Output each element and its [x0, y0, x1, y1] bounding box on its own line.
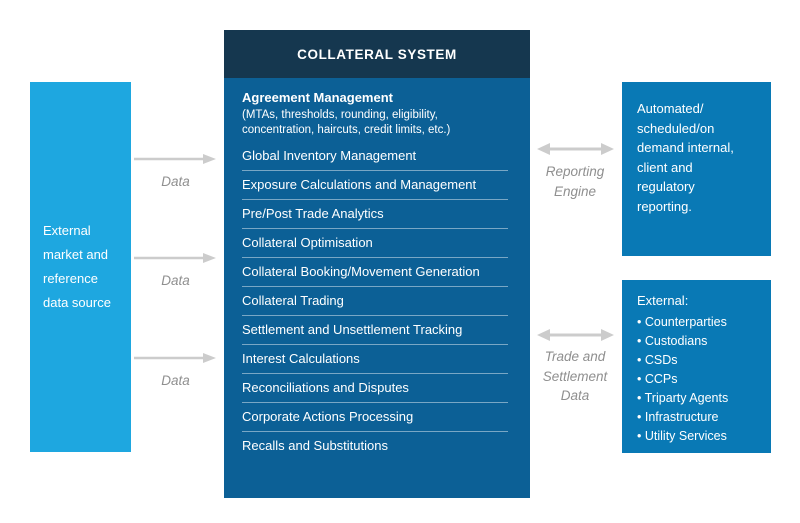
module-recalls-substitutions: Recalls and Substitutions: [242, 438, 388, 453]
external-parties-list: Counterparties Custodians CSDs CCPs Trip…: [637, 313, 765, 446]
data-arrow-1-icon: [134, 154, 216, 164]
data-arrow-2-icon: [134, 253, 216, 263]
module-collateral-optimisation: Collateral Optimisation: [242, 229, 508, 258]
agreement-management-title: Agreement Management: [242, 90, 393, 105]
module-reconciliations-disputes: Reconciliations and Disputes: [242, 374, 508, 403]
module-collateral-booking: Collateral Booking/Movement Generation: [242, 258, 508, 287]
data-flow-label-1: Data: [161, 174, 190, 189]
external-parties-title: External:: [637, 293, 689, 308]
collateral-system-title: COLLATERAL SYSTEM: [224, 30, 530, 78]
external-parties-box: External: Counterparties Custodians CSDs…: [622, 280, 771, 453]
external-party-custodians: Custodians: [637, 332, 765, 351]
external-party-ccps: CCPs: [637, 370, 765, 389]
reporting-engine-label: Reporting Engine: [545, 164, 605, 199]
module-interest-calculations: Interest Calculations: [242, 345, 508, 374]
data-arrow-3-icon: [134, 353, 216, 363]
module-pre-post-trade-analytics: Pre/Post Trade Analytics: [242, 200, 508, 229]
agreement-management-subtitle: (MTAs, thresholds, rounding, eligibility…: [242, 109, 451, 136]
reporting-engine-double-arrow-icon: [537, 143, 614, 155]
collateral-system-box: COLLATERAL SYSTEM Agreement Management (…: [224, 30, 530, 498]
external-data-source-label: External market and reference data sourc…: [43, 223, 111, 310]
module-settlement-tracking: Settlement and Unsettlement Tracking: [242, 316, 508, 345]
reporting-output-label: Automated/ scheduled/on demand internal,…: [637, 101, 734, 214]
data-flow-label-3: Data: [161, 373, 190, 388]
data-flow-label-2: Data: [161, 273, 190, 288]
module-collateral-trading: Collateral Trading: [242, 287, 508, 316]
trade-settlement-double-arrow-icon: [537, 329, 614, 341]
reporting-output-box: Automated/ scheduled/on demand internal,…: [622, 82, 771, 256]
module-global-inventory-management: Global Inventory Management: [242, 142, 508, 171]
external-party-csds: CSDs: [637, 351, 765, 370]
external-party-counterparties: Counterparties: [637, 313, 765, 332]
external-party-utility-services: Utility Services: [637, 427, 765, 446]
collateral-system-body: Agreement Management (MTAs, thresholds, …: [224, 78, 530, 460]
external-data-source-box: External market and reference data sourc…: [30, 82, 131, 452]
trade-settlement-data-label: Trade and Settlement Data: [542, 349, 608, 403]
external-party-triparty-agents: Triparty Agents: [637, 389, 765, 408]
module-exposure-calculations: Exposure Calculations and Management: [242, 171, 508, 200]
module-corporate-actions: Corporate Actions Processing: [242, 403, 508, 432]
external-party-infrastructure: Infrastructure: [637, 408, 765, 427]
